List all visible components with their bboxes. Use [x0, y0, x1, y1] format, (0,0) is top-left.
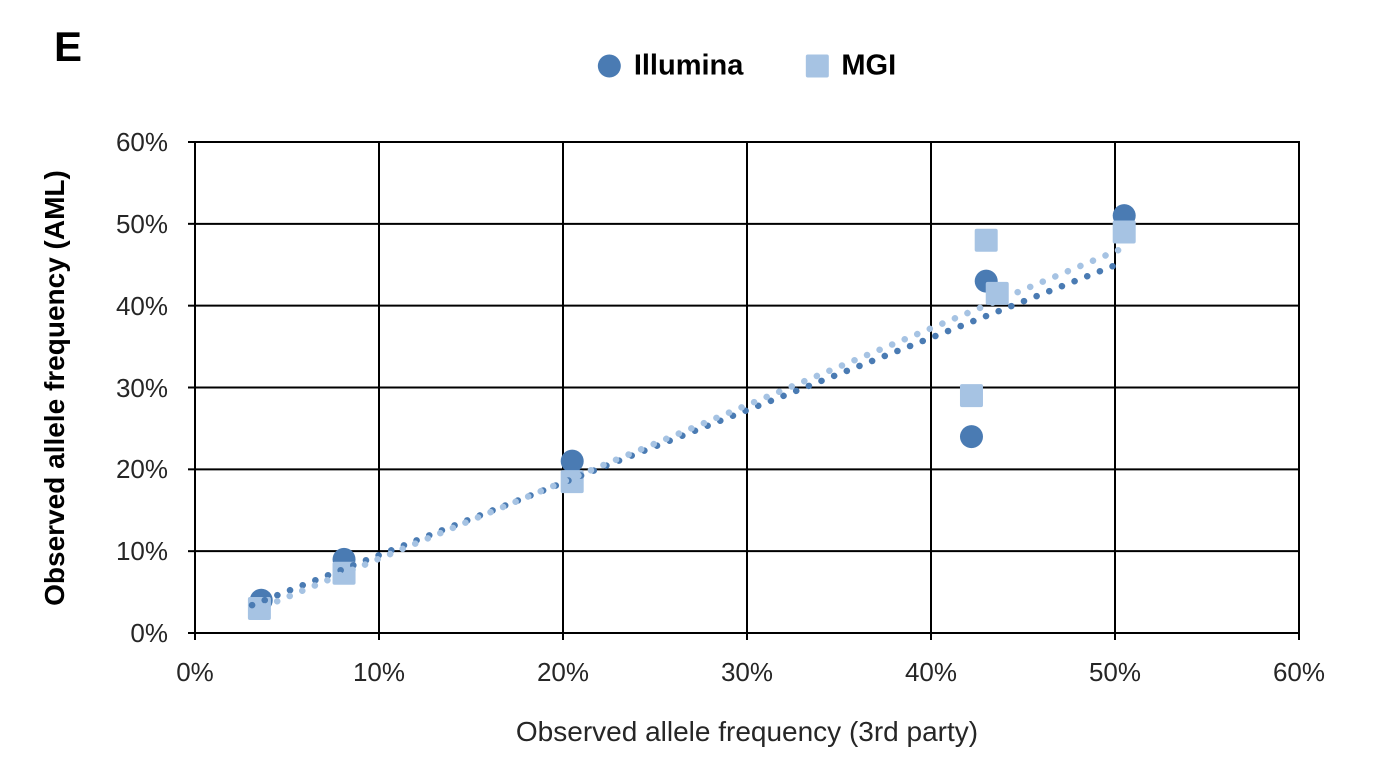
x-tick-label: 30% [720, 657, 774, 687]
legend-item-illumina: Illumina [597, 49, 744, 83]
y-tick-label: 60% [115, 127, 168, 157]
y-tick-label: 30% [115, 372, 168, 403]
plot-border [194, 141, 1300, 634]
legend-label-illumina: Illumina [633, 49, 744, 82]
y-tick-label: 0% [130, 618, 168, 648]
legend-label-mgi: MGI [841, 49, 897, 82]
x-tick-label: 50% [1088, 657, 1142, 687]
y-tick-label: 10% [115, 536, 168, 567]
illumina-circle-marker-icon [597, 54, 621, 78]
x-tick-label: 60% [1272, 657, 1326, 687]
x-axis-title: Observed allele frequency (3rd party) [515, 716, 979, 747]
y-tick-label: 40% [115, 290, 168, 321]
x-tick-label: 40% [904, 657, 958, 687]
trendline-illumina [248, 259, 1124, 609]
data-point-mgi [959, 384, 983, 408]
y-axis-title: Observed allele frequency (AML) [39, 170, 70, 606]
mgi-square-marker-icon [805, 54, 829, 78]
data-point-mgi [1112, 220, 1136, 244]
x-tick-label: 10% [352, 657, 406, 687]
data-point-mgi [974, 228, 998, 252]
data-point-illumina [560, 449, 584, 473]
x-tick-label: 20% [536, 657, 590, 687]
trendline-mgi [248, 245, 1124, 615]
x-tick-label: 0% [176, 657, 214, 687]
legend-item-mgi: MGI [805, 50, 896, 83]
data-point-mgi [332, 561, 356, 585]
legend: Illumina MGI [597, 49, 896, 83]
data-point-illumina [959, 425, 983, 449]
panel-label: E [54, 23, 83, 70]
y-tick-label: 20% [115, 454, 168, 485]
data-point-mgi [985, 281, 1009, 305]
y-tick-label: 50% [115, 208, 168, 239]
